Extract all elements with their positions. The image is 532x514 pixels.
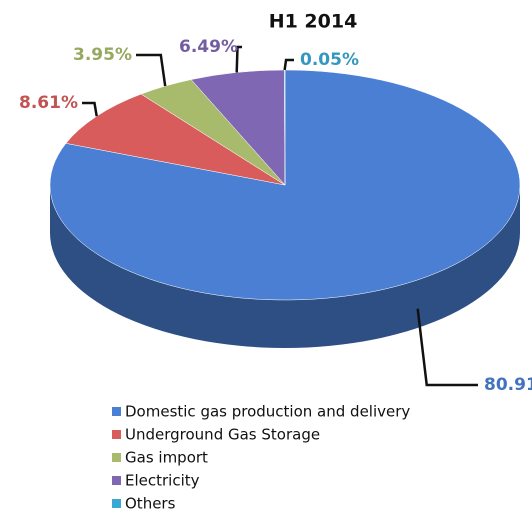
value-label: 6.49% [179,37,238,57]
legend-label: Domestic gas production and delivery [125,403,410,421]
legend-swatch [112,499,121,508]
legend-label: Electricity [125,472,200,490]
value-label: 3.95% [73,45,132,65]
legend-label: Others [125,495,176,513]
leader-line [416,308,478,387]
legend-swatch [112,453,121,462]
legend-swatch [112,430,121,439]
legend-label: Underground Gas Storage [125,426,320,444]
value-label: 8.61% [19,93,78,113]
legend-swatch [112,407,121,416]
chart-title: H1 2014 [269,11,358,33]
leader-line [283,58,294,71]
leader-line [82,101,98,117]
value-label: 80.91% [484,375,532,395]
pie-side [50,185,520,348]
legend-label: Gas import [125,449,208,467]
leader-line [235,45,242,73]
leader-line [136,53,167,87]
legend-swatch [112,476,121,485]
value-label: 0.05% [300,50,359,70]
